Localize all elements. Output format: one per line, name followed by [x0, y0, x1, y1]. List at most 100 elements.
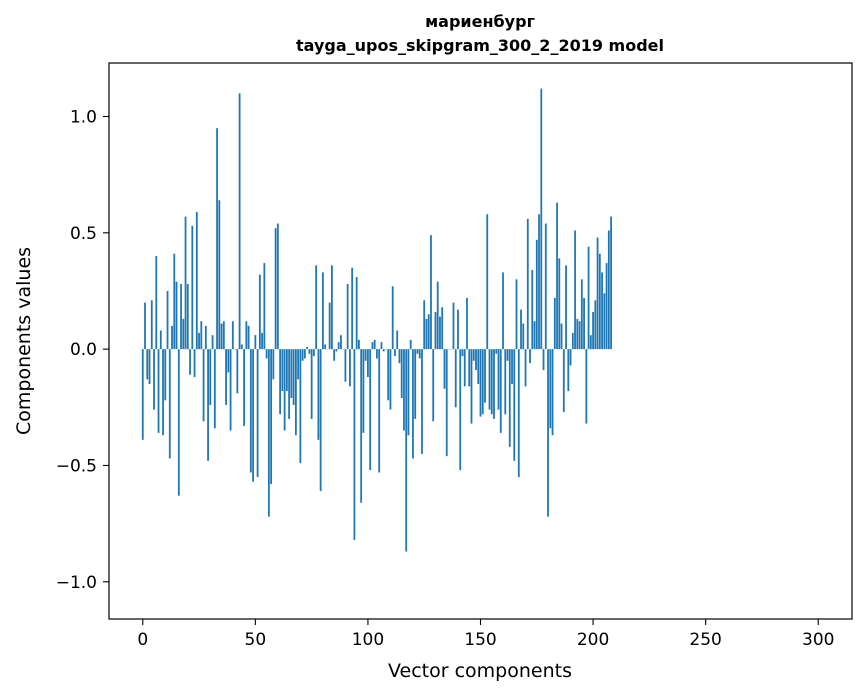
bar-component-15: [175, 281, 178, 350]
bar-component-19: [184, 216, 187, 350]
bar-component-200: [592, 311, 594, 350]
bar-component-126: [425, 318, 428, 350]
bar-component-45: [243, 349, 245, 426]
bar-component-7: [157, 349, 160, 433]
x-tick-label-100: 100: [352, 630, 384, 650]
bar-component-164: [511, 349, 513, 385]
bar-component-80: [321, 272, 324, 350]
bar-component-113: [396, 330, 399, 350]
bar-component-64: [285, 349, 288, 392]
bar-component-31: [211, 335, 214, 350]
bar-component-128: [430, 235, 432, 350]
bar-component-87: [337, 342, 340, 350]
bar-component-196: [583, 297, 585, 350]
bar-component-104: [376, 349, 378, 359]
bar-component-83: [328, 302, 331, 350]
bar-component-86: [335, 349, 338, 352]
bar-component-70: [299, 349, 302, 464]
bar-component-143: [463, 349, 466, 387]
bar-component-37: [225, 349, 227, 405]
bar-component-191: [571, 332, 574, 350]
bar-component-65: [288, 349, 291, 419]
bar-component-176: [538, 214, 540, 350]
bar-component-100: [367, 349, 369, 378]
bar-component-91: [346, 284, 349, 350]
bar-component-20: [186, 284, 189, 350]
bar-component-98: [362, 349, 365, 433]
bar-component-152: [484, 349, 486, 403]
bar-component-177: [540, 88, 543, 350]
bar-component-203: [598, 253, 601, 350]
bar-component-88: [340, 335, 342, 350]
bar-component-28: [204, 325, 207, 350]
bar-component-67: [292, 349, 295, 405]
bar-component-35: [220, 323, 223, 350]
bar-component-17: [180, 284, 182, 350]
bar-component-55: [265, 349, 268, 359]
bar-component-57: [270, 349, 273, 485]
bar-component-178: [542, 349, 545, 371]
bar-component-56: [267, 349, 270, 517]
bar-component-48: [249, 349, 252, 473]
bar-component-139: [454, 349, 457, 408]
bar-component-71: [301, 349, 304, 361]
bar-component-25: [198, 332, 200, 350]
bar-component-102: [371, 342, 374, 350]
bar-component-194: [578, 321, 581, 350]
bar-component-156: [493, 349, 495, 419]
bar-component-60: [276, 223, 279, 350]
bar-component-23: [193, 349, 196, 378]
bar-component-112: [394, 349, 396, 357]
bar-component-42: [236, 349, 239, 394]
bar-component-24: [195, 211, 198, 350]
bar-component-14: [173, 253, 176, 350]
bar-component-205: [603, 293, 606, 350]
bar-component-90: [344, 349, 347, 382]
bar-component-66: [290, 349, 293, 398]
bar-component-58: [272, 349, 275, 380]
bar-component-9: [162, 349, 164, 436]
bar-component-123: [418, 349, 421, 359]
bar-component-208: [610, 216, 612, 350]
bar-component-1: [144, 302, 146, 350]
bar-component-157: [495, 349, 498, 354]
bar-component-160: [502, 272, 504, 350]
bar-component-182: [551, 349, 554, 436]
bar-component-169: [522, 323, 525, 350]
bar-component-52: [258, 274, 261, 350]
bar-component-43: [238, 93, 241, 350]
bar-component-62: [281, 349, 284, 392]
bar-component-72: [303, 349, 306, 359]
bar-component-184: [556, 202, 558, 350]
bar-component-21: [189, 349, 191, 375]
bar-component-2: [146, 349, 149, 380]
bar-component-40: [231, 321, 234, 350]
y-axis-ticks: −1.0 −0.5 0.0 0.5 1.0: [56, 108, 109, 593]
bar-component-175: [535, 239, 538, 350]
bar-component-159: [499, 349, 502, 433]
bar-component-53: [261, 332, 263, 350]
bar-component-145: [468, 349, 471, 387]
bar-component-99: [364, 349, 367, 361]
bar-component-26: [200, 321, 203, 350]
bar-component-106: [380, 342, 383, 350]
bar-component-94: [353, 349, 356, 540]
bar-component-183: [553, 297, 556, 350]
bar-component-158: [497, 349, 500, 410]
bar-component-44: [240, 344, 243, 350]
x-tick-label-150: 150: [464, 630, 496, 650]
bar-component-195: [580, 279, 583, 350]
bar-component-140: [457, 309, 459, 350]
bar-component-92: [349, 349, 351, 387]
bar-component-29: [207, 349, 209, 461]
bar-component-133: [441, 307, 444, 350]
bar-component-127: [427, 314, 430, 350]
bar-component-10: [164, 349, 167, 401]
bar-component-50: [254, 335, 257, 350]
bar-component-173: [531, 270, 534, 350]
y-tick-label-2: 0.0: [70, 340, 97, 360]
bar-component-73: [306, 346, 309, 350]
bar-component-190: [569, 349, 572, 366]
bar-component-117: [405, 349, 408, 552]
bar-series: [141, 88, 612, 552]
